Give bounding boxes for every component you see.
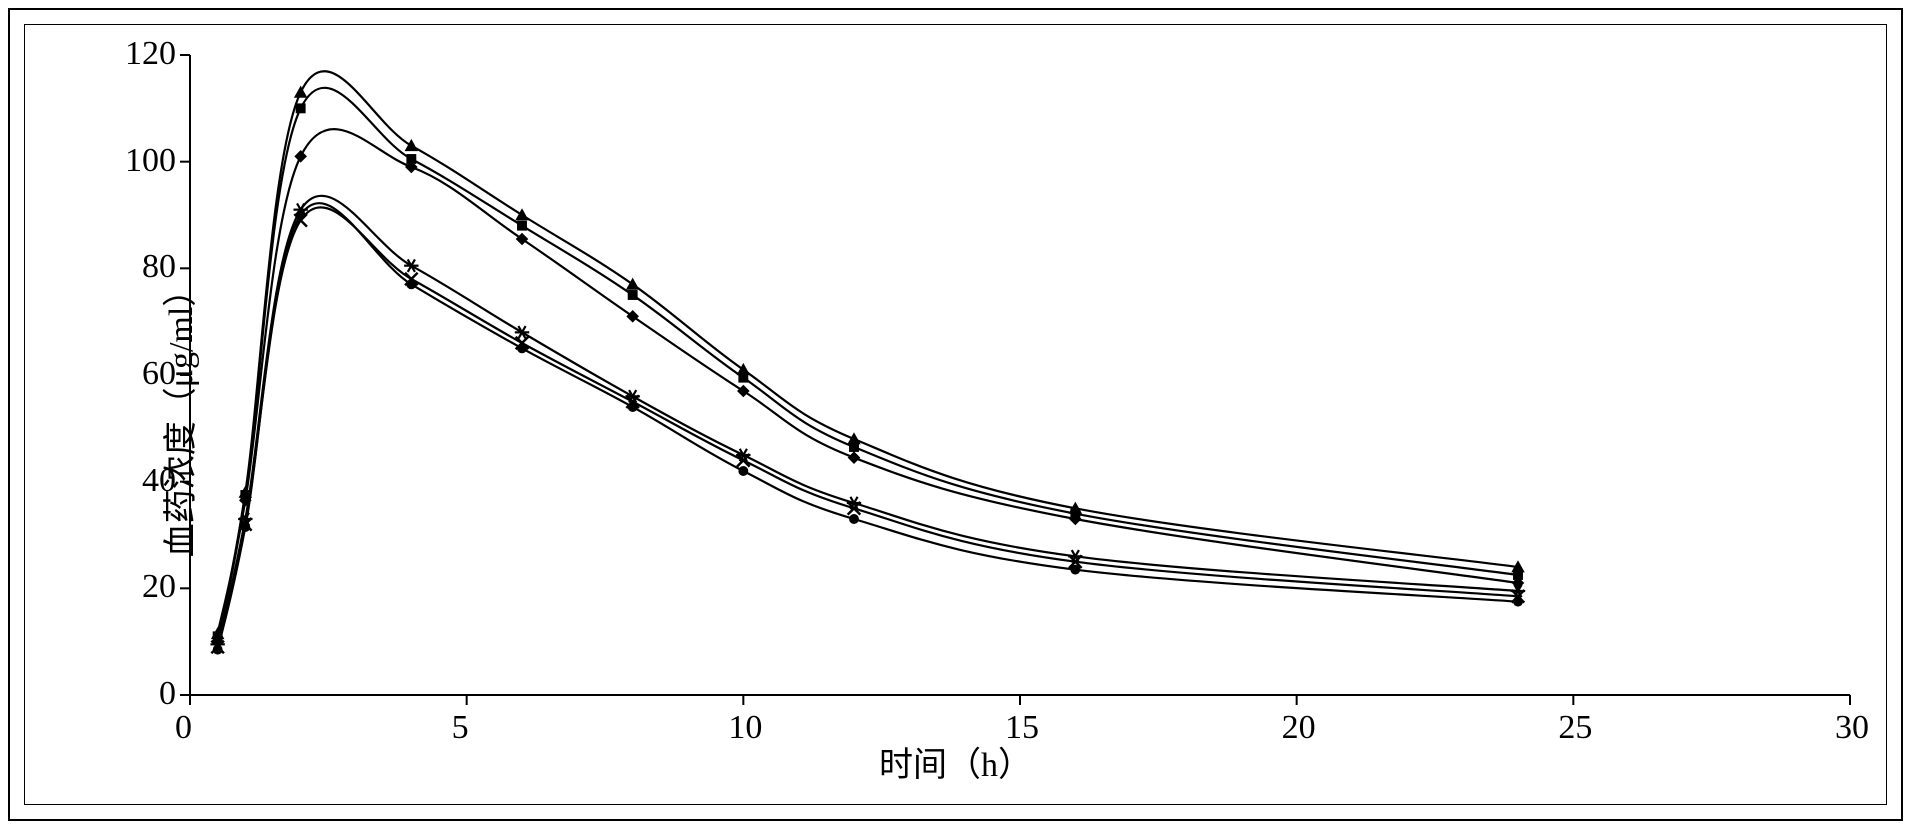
diamond-marker [626,310,639,323]
square-marker [296,103,306,113]
y-tick-label: 100 [125,142,176,180]
x-tick-label: 25 [1558,709,1592,747]
x-tick-label: 5 [452,709,469,747]
outer-border: 血药浓度（μg/ml） 时间（h） 0 20 40 60 80 100 120 0 5 10 15 2… [8,8,1903,821]
triangle-marker [515,208,529,220]
series-line [218,129,1518,642]
diamond-marker [516,233,529,246]
circle-marker [1070,565,1080,575]
x-tick-label: 0 [175,709,192,747]
diamond-marker [294,150,307,163]
y-tick-label: 0 [159,675,176,713]
diamond-marker [848,451,861,464]
inner-border: 血药浓度（μg/ml） 时间（h） 0 20 40 60 80 100 120 0 5 10 15 2… [24,24,1887,805]
x-axis-label: 时间（h） [25,737,1886,786]
y-tick-label: 40 [142,462,176,500]
series-line [218,207,1518,647]
chart-svg [25,25,1884,802]
square-marker [628,290,638,300]
circle-marker [213,645,223,655]
circle-marker [849,514,859,524]
y-tick-label: 20 [142,568,176,606]
square-marker [849,442,859,452]
circle-marker [406,279,416,289]
x-tick-label: 10 [728,709,762,747]
circle-marker [240,522,250,532]
circle-marker [738,466,748,476]
y-tick-label: 80 [142,248,176,286]
triangle-marker [294,86,308,98]
y-tick-label: 120 [125,35,176,73]
axes [190,55,1850,695]
y-axis-label: 血药浓度（μg/ml） [153,272,202,557]
diamond-marker [737,385,750,398]
x-tick-label: 15 [1005,709,1039,747]
x-tick-label: 20 [1282,709,1316,747]
circle-marker [628,402,638,412]
y-tick-label: 60 [142,355,176,393]
circle-marker [1513,597,1523,607]
triangle-marker [405,139,419,151]
circle-marker [296,210,306,220]
square-marker [738,373,748,383]
x-tick-label: 30 [1835,709,1869,747]
triangle-marker [626,278,640,290]
circle-marker [517,343,527,353]
square-marker [517,221,527,231]
